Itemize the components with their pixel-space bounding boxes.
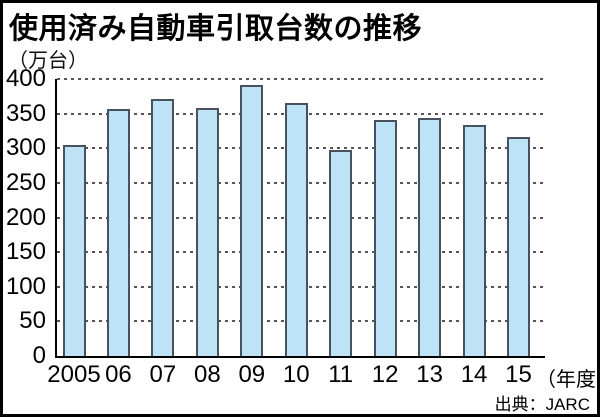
y-tick-label-250: 250 [5,168,46,196]
x-tick-label-06: 06 [105,361,132,388]
x-tick-label-11: 11 [328,361,354,388]
x-tick-label-10: 10 [282,361,310,388]
x-tick-label-07: 07 [149,361,177,388]
y-axis-unit-label: （万台） [8,50,88,72]
y-tick-label-300: 300 [5,134,46,162]
x-tick-label-08: 08 [193,361,221,388]
chart-title: 使用済み自動車引取台数の推移 [9,13,423,45]
bar-07 [151,99,175,356]
x-tick-label-2005: 2005 [47,361,101,388]
x-tick-label-12: 12 [371,361,399,388]
x-tick-label-15: 15 [505,361,532,388]
y-tick-label-400: 400 [5,65,46,92]
x-tick-label-14: 14 [460,361,488,388]
y-tick-label-100: 100 [5,272,46,300]
x-axis-unit-label: （年度） [536,369,600,391]
y-tick-label-0: 0 [32,342,46,369]
y-tick-label-350: 350 [5,99,46,127]
plot-area [55,78,545,358]
gridline-400 [57,78,545,80]
bar-13 [418,118,442,356]
x-tick-label-09: 09 [238,361,266,388]
bar-10 [284,103,308,356]
x-tick-label-13: 13 [416,361,443,388]
bar-12 [373,119,397,356]
y-tick-label-200: 200 [5,203,46,231]
y-tick-label-50: 50 [19,307,46,335]
y-tick-label-150: 150 [5,238,46,266]
bar-09 [240,84,264,356]
bar-06 [106,108,130,356]
bar-11 [329,150,353,356]
bar-14 [462,124,486,356]
bar-2005 [62,144,86,356]
bar-08 [195,108,219,356]
source-note: 出典：JARC [494,395,590,414]
bar-15 [507,137,530,356]
